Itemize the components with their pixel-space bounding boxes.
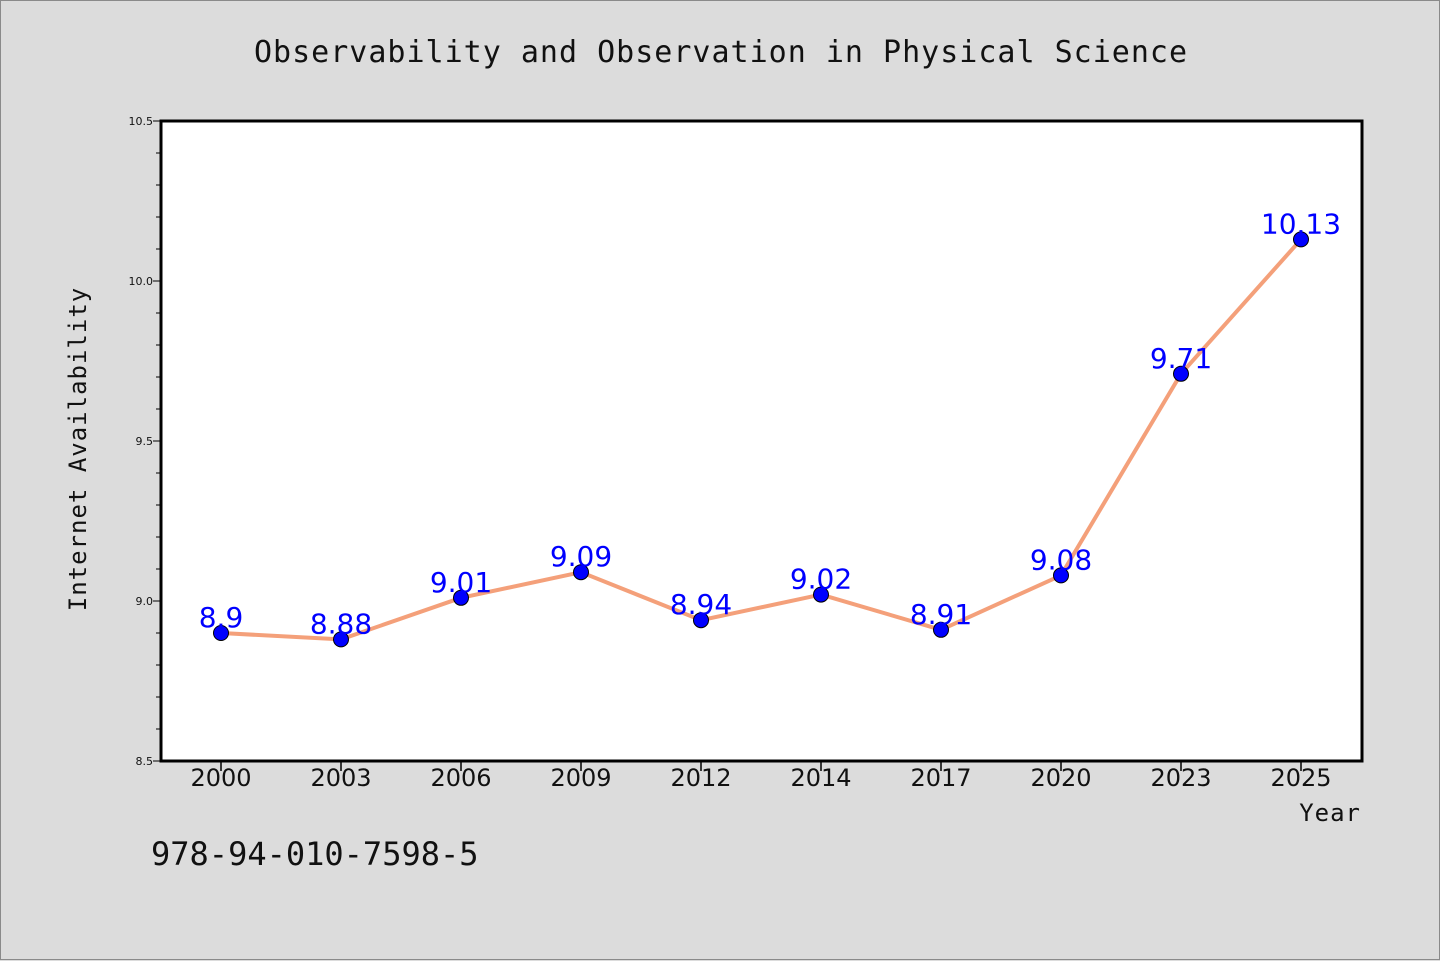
data-point	[933, 621, 949, 638]
data-point	[813, 586, 829, 603]
chart-title: Observability and Observation in Physica…	[253, 35, 1188, 70]
x-tick-label: 2003	[310, 764, 371, 792]
x-tick-label: 2023	[1150, 764, 1211, 792]
data-label: 8.9	[199, 601, 244, 634]
data-point	[573, 564, 589, 581]
data-point	[1173, 365, 1189, 382]
x-tick-label: 2017	[910, 764, 971, 792]
data-point	[213, 625, 229, 641]
data-label: 8.94	[670, 588, 732, 621]
data-labels: 8.9 8.88 9.01 9.09 8.94 9.02 8.91 9.08 9.71 10.13	[199, 207, 1341, 640]
x-tick-label: 2009	[550, 764, 611, 792]
data-label: 9.01	[430, 566, 492, 599]
plot-area	[159, 119, 1364, 763]
data-label: 9.02	[790, 563, 852, 596]
data-point	[1293, 231, 1309, 248]
data-label: 10.13	[1261, 207, 1341, 240]
data-point	[453, 589, 469, 606]
y-tick-label: 10.0	[129, 275, 154, 288]
x-axis-label: Year	[1299, 799, 1361, 827]
data-point	[333, 631, 349, 648]
data-point	[1053, 567, 1069, 584]
x-tick-label: 2020	[1030, 764, 1091, 792]
x-tick-label: 2012	[670, 764, 731, 792]
y-axis-ticks: 8.5 9.0 9.5 10.0 10.5	[129, 115, 161, 768]
y-tick-label: 9.0	[136, 595, 154, 608]
x-tick-label: 2000	[190, 764, 251, 792]
x-axis-ticks: 2000 2003 2006 2009 2012 2014 2017 2020 2023 2025	[190, 761, 1332, 792]
x-tick-label: 2006	[430, 764, 491, 792]
series-markers	[213, 231, 1309, 648]
y-tick-label: 10.5	[129, 115, 154, 128]
x-tick-label: 2014	[790, 764, 851, 792]
isbn-text: 978-94-010-7598-5	[151, 835, 479, 873]
data-label: 9.08	[1030, 543, 1092, 576]
data-label: 9.71	[1150, 342, 1212, 375]
y-tick-label: 9.5	[136, 435, 154, 448]
x-tick-label: 2025	[1270, 764, 1331, 792]
series-line	[219, 237, 1303, 642]
data-label: 8.91	[910, 598, 972, 631]
data-point	[693, 612, 709, 629]
data-label: 9.09	[550, 540, 612, 573]
y-tick-label: 8.5	[136, 755, 154, 768]
data-label: 8.88	[310, 607, 372, 640]
y-axis-label: Internet Availability	[64, 287, 92, 611]
